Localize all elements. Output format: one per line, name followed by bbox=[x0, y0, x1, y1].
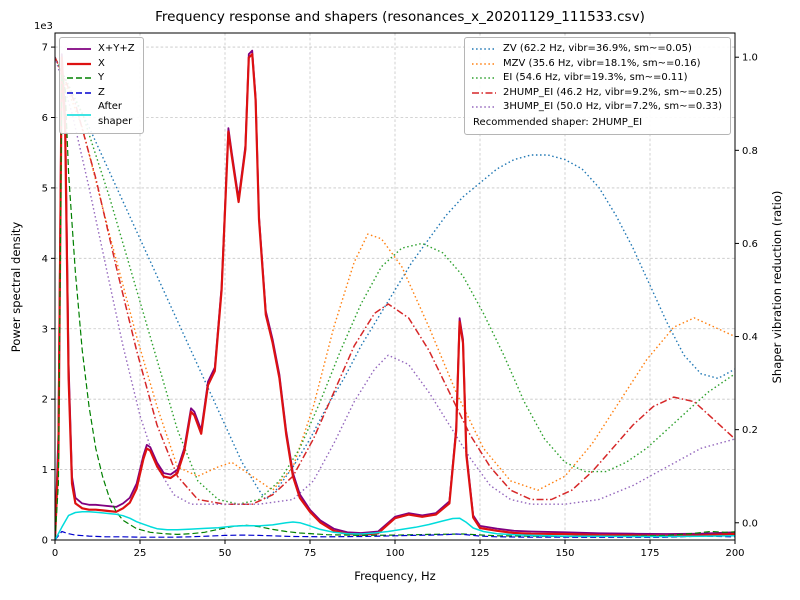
tick-label: 125 bbox=[470, 548, 489, 559]
legend-label: After shaper bbox=[98, 101, 133, 127]
legend-line-sample bbox=[472, 106, 497, 108]
legend-item-zv: ZV (62.2 Hz, vibr=36.9%, sm~=0.05) bbox=[471, 42, 722, 57]
legend-label: X+Y+Z bbox=[98, 43, 135, 54]
legend-label: EI (54.6 Hz, vibr=19.3%, sm~=0.11) bbox=[503, 72, 688, 83]
tick-label: 2 bbox=[42, 395, 48, 406]
tick-label: 3 bbox=[42, 324, 48, 335]
tick-label: 175 bbox=[640, 548, 659, 559]
legend-item-after_shaper: After shaper bbox=[66, 100, 135, 129]
tick-label: 100 bbox=[385, 548, 404, 559]
tick-label: 5 bbox=[42, 183, 48, 194]
series-after_shaper bbox=[55, 511, 735, 540]
legend-item-y: Y bbox=[66, 71, 135, 86]
legend-label: ZV (62.2 Hz, vibr=36.9%, sm~=0.05) bbox=[503, 43, 692, 54]
legend-shapers: ZV (62.2 Hz, vibr=36.9%, sm~=0.05) MZV (3… bbox=[464, 37, 731, 135]
tick-label: 0.0 bbox=[742, 518, 758, 529]
chart-title: Frequency response and shapers (resonanc… bbox=[155, 9, 645, 25]
legend-label: Z bbox=[98, 86, 105, 98]
tick-label: 6 bbox=[42, 113, 48, 124]
legend-item-3hump_ei: 3HUMP_EI (50.0 Hz, vibr=7.2%, sm~=0.33) bbox=[471, 100, 722, 115]
legend-line-sample bbox=[472, 92, 497, 94]
tick-label: 1 bbox=[42, 465, 48, 476]
tick-label: 0 bbox=[42, 536, 48, 547]
legend-line-sample bbox=[67, 113, 91, 116]
legend-label: 2HUMP_EI (46.2 Hz, vibr=9.2%, sm~=0.25) bbox=[503, 86, 722, 98]
legend-item-x: X bbox=[66, 57, 135, 72]
tick-label: 75 bbox=[304, 548, 317, 559]
series-2hump_ei bbox=[55, 56, 735, 505]
series-x bbox=[55, 52, 735, 540]
legend-line-sample bbox=[67, 92, 91, 94]
y-axis-offset-label: 1e3 bbox=[34, 21, 53, 32]
legend-line-sample bbox=[472, 48, 497, 50]
tick-label: 0.4 bbox=[742, 332, 758, 343]
legend-line-sample bbox=[67, 48, 91, 51]
legend-line-sample bbox=[67, 77, 91, 79]
tick-label: 4 bbox=[42, 254, 48, 265]
tick-label: 0 bbox=[52, 548, 58, 559]
legend-label: X bbox=[98, 57, 105, 69]
tick-label: 7 bbox=[42, 43, 48, 54]
tick-label: 150 bbox=[555, 548, 574, 559]
legend-label: Y bbox=[98, 72, 105, 83]
legend-item-mzv: MZV (35.6 Hz, vibr=18.1%, sm~=0.16) bbox=[471, 57, 722, 72]
legend-item-ei: EI (54.6 Hz, vibr=19.3%, sm~=0.11) bbox=[471, 71, 722, 86]
tick-label: 200 bbox=[725, 548, 744, 559]
legend-label: 3HUMP_EI (50.0 Hz, vibr=7.2%, sm~=0.33) bbox=[503, 101, 722, 112]
legend-psd: X+Y+Z X Y Z After shaper bbox=[59, 37, 144, 134]
series-mzv bbox=[55, 56, 735, 491]
legend-line-sample bbox=[472, 77, 497, 79]
recommended-shaper-label: Recommended shaper: 2HUMP_EI bbox=[473, 116, 643, 128]
x-axis-label: Frequency, Hz bbox=[354, 569, 436, 583]
tick-label: 0.6 bbox=[742, 239, 758, 250]
tick-label: 1.0 bbox=[742, 53, 758, 64]
legend-label: MZV (35.6 Hz, vibr=18.1%, sm~=0.16) bbox=[503, 57, 701, 69]
tick-label: 0.2 bbox=[742, 425, 758, 436]
legend-line-sample bbox=[67, 62, 91, 65]
tick-label: 0.8 bbox=[742, 146, 758, 157]
legend-item-xyz: X+Y+Z bbox=[66, 42, 135, 57]
legend-line-sample bbox=[472, 63, 497, 65]
series-3hump_ei bbox=[55, 56, 735, 505]
legend-item-2hump_ei: 2HUMP_EI (46.2 Hz, vibr=9.2%, sm~=0.25) bbox=[471, 86, 722, 101]
tick-label: 50 bbox=[219, 548, 232, 559]
tick-label: 25 bbox=[134, 548, 147, 559]
series-zv bbox=[55, 56, 735, 501]
legend-item-z: Z bbox=[66, 86, 135, 101]
